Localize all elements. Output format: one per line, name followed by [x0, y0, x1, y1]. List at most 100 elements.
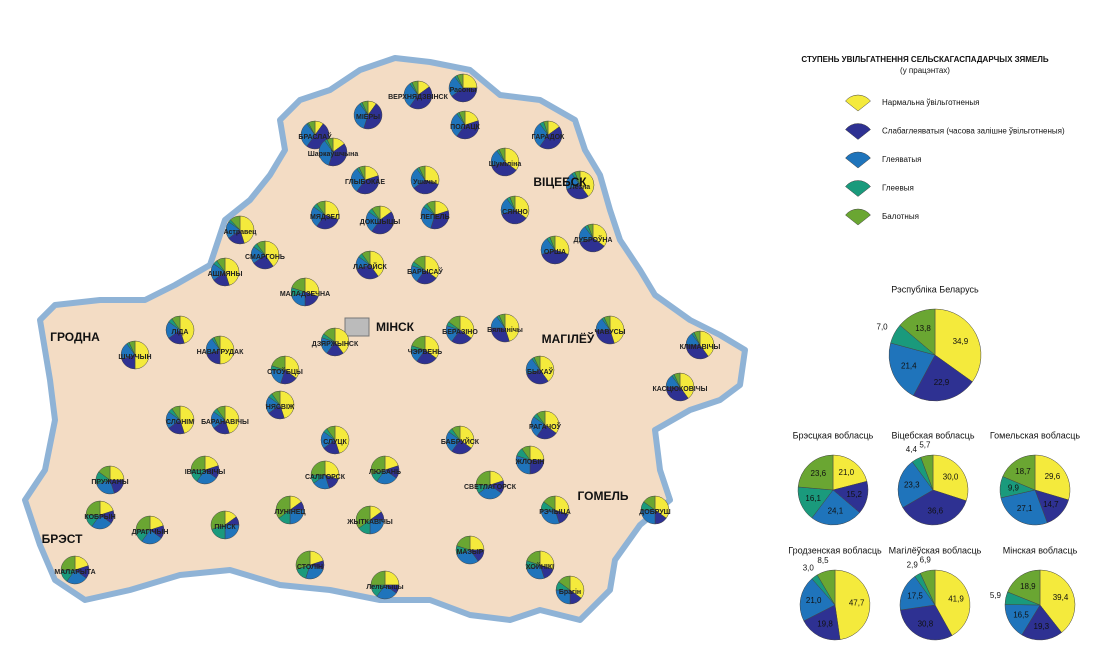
pie-slice: [328, 143, 348, 167]
pie-value-label: 19,3: [1034, 622, 1050, 631]
pie-slice: [569, 575, 585, 599]
pie-slice: [609, 315, 625, 344]
pie-slice: [603, 315, 611, 331]
pie-slice: [356, 264, 379, 280]
pie-slice: [501, 209, 527, 225]
pie-value-label: 39,4: [1053, 593, 1069, 602]
district-label: МЯДЗЕЛ: [310, 214, 340, 221]
pie-value-label: 4,4: [906, 445, 918, 454]
legend-swatch: [845, 151, 871, 169]
pie-slice: [902, 489, 967, 526]
district-label: КОБРЫН: [84, 514, 115, 521]
pie-slice: [179, 315, 195, 344]
pie-value-label: 15,2: [846, 490, 862, 499]
pie-slice: [271, 355, 286, 371]
pie-slice: [533, 123, 549, 147]
district-label: ДОКШЫЦЫ: [360, 219, 401, 226]
pie-slice: [418, 165, 426, 181]
district-label: Астравец: [224, 229, 258, 236]
district-label: Расоны: [450, 87, 477, 94]
pie-slice: [420, 206, 436, 229]
district-label: ЧЭРВЕНЬ: [408, 349, 442, 356]
pie-slice: [350, 168, 366, 192]
pie-value-label: 5,9: [990, 591, 1002, 600]
pie-slice: [424, 335, 440, 359]
region-title: Гомельская вобласць: [990, 430, 1080, 440]
district-label: КАСЦЮКОВІЧЫ: [652, 386, 707, 393]
pie-slice: [665, 386, 689, 402]
pie-slice: [832, 454, 868, 491]
pie-slice: [85, 500, 101, 516]
pie-slice: [1021, 604, 1062, 641]
pie-slice: [554, 495, 570, 515]
district-label: МАЗЫР: [457, 549, 484, 556]
pie-value-label: 22,9: [934, 378, 950, 387]
pie-slice: [803, 604, 841, 641]
district-label: СВЕТЛАГОРСК: [464, 484, 517, 491]
region-title: Брэсцкая вобласць: [793, 430, 874, 440]
district-label: КЛІМАВІЧЫ: [680, 344, 721, 351]
pie-value-label: 47,7: [849, 599, 865, 608]
region-title: Гродзенская вобласць: [788, 545, 882, 555]
pie-slice: [897, 461, 934, 508]
region-title: Мінская вобласць: [1003, 545, 1078, 555]
pie-slice: [679, 372, 695, 399]
pie-slice: [579, 237, 605, 253]
pie-slice: [361, 100, 369, 116]
pie-slice: [574, 170, 581, 186]
district-label: ДУБРОЎНА: [574, 235, 613, 244]
pie-value-label: 36,6: [928, 507, 944, 516]
pie-slice: [543, 120, 549, 136]
district-label: ЛІДА: [172, 329, 189, 336]
pie-slice: [98, 465, 111, 481]
pie-slice: [685, 344, 709, 360]
pie-slice: [179, 405, 195, 434]
pie-value-label: 34,9: [953, 337, 969, 346]
pie-slice: [353, 103, 369, 129]
district-label: Бялынічы: [487, 326, 523, 334]
district-label: МІЁРЫ: [356, 113, 380, 121]
legend-label: Нармальна ўвільготненыя: [882, 98, 979, 107]
district-label: РЭЧЫЦА: [539, 509, 571, 516]
pie-slice: [490, 327, 510, 343]
pie-slice: [356, 175, 380, 195]
city-label: ВІЦЕБСК: [533, 175, 587, 189]
pie-slice: [230, 215, 241, 231]
pie-slice: [295, 550, 311, 570]
district-label: БРАСЛАЎ: [298, 132, 332, 141]
pie-slice: [654, 495, 670, 519]
pie-slice: [213, 335, 221, 351]
pie-slice: [323, 327, 336, 343]
pie-slice: [934, 569, 971, 636]
pie-slice: [128, 340, 136, 356]
pie-value-label: 19,8: [817, 619, 833, 628]
pie-slice: [920, 454, 934, 491]
pie-slice: [699, 330, 715, 357]
pie-slice: [456, 535, 471, 551]
pie-slice: [318, 140, 334, 166]
district-label: ГЛЫБОКАЕ: [345, 179, 385, 186]
pie-slice: [811, 489, 861, 526]
pie-slice: [566, 184, 589, 200]
pie-slice: [526, 369, 549, 385]
legend-label: Слабаглеяватыя (часова залішне ўвільготн…: [882, 127, 1065, 136]
pie-slice: [526, 550, 541, 566]
pie-slice: [411, 335, 426, 351]
minsk-city-area: [344, 317, 370, 337]
pie-value-label: 23,3: [904, 481, 920, 490]
pie-slice: [509, 195, 516, 211]
pie-slice: [271, 390, 281, 406]
pie-slice: [456, 120, 480, 140]
district-label: БЫХАЎ: [527, 367, 554, 376]
pie-slice: [409, 86, 433, 110]
pie-slice: [411, 80, 419, 96]
city-label: ГОМЕЛЬ: [577, 489, 628, 503]
pie-value-label: 16,1: [805, 494, 821, 503]
pie-value-label: 2,9: [907, 561, 919, 570]
pie-slice: [307, 120, 316, 136]
district-label: ЧАВУСЫ: [594, 329, 625, 336]
legend-label: Балотныя: [882, 212, 919, 221]
pie-slice: [491, 161, 517, 177]
legend-label: Глеевыя: [882, 184, 914, 193]
pie-value-label: 13,8: [915, 324, 931, 333]
